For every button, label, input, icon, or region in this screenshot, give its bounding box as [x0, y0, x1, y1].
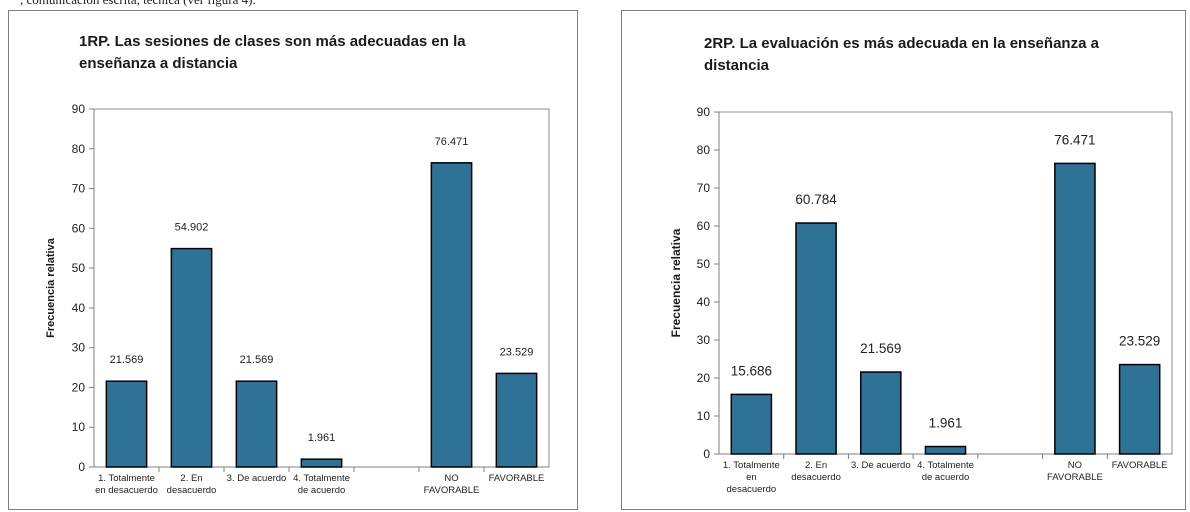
- data-label: 21.569: [110, 354, 144, 366]
- x-category-label: 3. De acuerdo: [851, 460, 911, 471]
- data-label: 1.961: [929, 416, 963, 431]
- data-label: 76.471: [435, 136, 469, 148]
- y-tick-label: 90: [72, 102, 86, 116]
- x-category-label: NO: [1068, 460, 1082, 471]
- x-category-label: de acuerdo: [298, 485, 346, 496]
- bar: [859, 371, 902, 455]
- y-tick-label: 40: [72, 301, 86, 315]
- data-label: 76.471: [1054, 132, 1095, 147]
- y-tick-label: 90: [697, 105, 711, 119]
- x-category-label: NO: [444, 473, 458, 484]
- bar: [235, 380, 278, 468]
- bar: [430, 162, 473, 468]
- y-tick-label: 60: [72, 221, 86, 235]
- y-tick-label: 70: [697, 181, 711, 195]
- x-category-label: en desacuerdo: [95, 485, 158, 496]
- y-tick-label: 0: [703, 447, 710, 461]
- x-category-label: FAVORABLE: [1047, 472, 1103, 483]
- chart-title-line: 1RP. Las sesiones de clases son más adec…: [79, 33, 466, 50]
- x-category-label: 1. Totalmente: [98, 473, 155, 484]
- x-category-label: en: [746, 472, 757, 483]
- y-axis-title: Frecuencia relativa: [669, 228, 683, 337]
- data-label: 21.569: [860, 341, 901, 356]
- y-tick-label: 80: [697, 143, 711, 157]
- chart-panel-1rp: 1RP. Las sesiones de clases son más adec…: [8, 10, 578, 510]
- bar: [105, 380, 148, 468]
- y-tick-label: 50: [697, 257, 711, 271]
- x-category-label: 1. Totalmente: [723, 460, 780, 471]
- bar-chart-1rp: 1RP. Las sesiones de clases son más adec…: [45, 33, 550, 496]
- y-tick-label: 20: [72, 380, 86, 394]
- y-tick-label: 20: [697, 371, 711, 385]
- x-category-label: desacuerdo: [167, 485, 217, 496]
- bar: [300, 458, 343, 468]
- plot-area-border: [718, 111, 1173, 455]
- bar: [730, 393, 773, 455]
- y-axis-title: Frecuencia relativa: [45, 237, 57, 338]
- bar: [924, 445, 967, 455]
- chart-panel-2rp: 2RP. La evaluación es más adecuada en la…: [621, 10, 1186, 510]
- x-category-label: FAVORABLE: [1112, 460, 1168, 471]
- data-label: 23.529: [500, 346, 534, 358]
- chart-title-line: 2RP. La evaluación es más adecuada en la…: [704, 35, 1100, 52]
- x-category-label: 4. Totalmente: [293, 473, 350, 484]
- data-label: 54.902: [175, 222, 209, 234]
- y-tick-label: 30: [72, 341, 86, 355]
- x-category-label: 4. Totalmente: [917, 460, 974, 471]
- x-category-label: 2. En: [805, 460, 827, 471]
- x-category-label: desacuerdo: [727, 484, 777, 495]
- top-text-fragment: , comunicación escrita, técnica (ver fig…: [20, 0, 256, 8]
- plot-area-border: [93, 108, 550, 468]
- bar: [170, 247, 213, 468]
- y-tick-label: 50: [72, 261, 86, 275]
- x-category-label: 3. De acuerdo: [227, 473, 287, 484]
- bar: [1054, 162, 1096, 455]
- y-tick-label: 40: [697, 295, 711, 309]
- x-category-label: FAVORABLE: [424, 485, 480, 496]
- x-category-label: de acuerdo: [922, 472, 970, 483]
- x-category-label: desacuerdo: [791, 472, 841, 483]
- data-label: 15.686: [731, 363, 772, 378]
- y-tick-label: 60: [697, 219, 711, 233]
- y-tick-label: 80: [72, 142, 86, 156]
- bar-chart-2rp: 2RP. La evaluación es más adecuada en la…: [669, 35, 1173, 495]
- chart-title-line: distancia: [704, 57, 770, 74]
- data-label: 21.569: [240, 354, 274, 366]
- y-tick-label: 30: [697, 333, 711, 347]
- x-category-label: FAVORABLE: [489, 473, 545, 484]
- data-label: 1.961: [308, 432, 336, 444]
- data-label: 60.784: [795, 192, 837, 207]
- bar: [795, 222, 837, 455]
- data-label: 23.529: [1119, 334, 1160, 349]
- y-tick-label: 70: [72, 182, 86, 196]
- chart-title-line: enseñanza a distancia: [79, 55, 238, 72]
- y-tick-label: 10: [697, 409, 711, 423]
- x-category-label: 2. En: [180, 473, 202, 484]
- y-tick-label: 0: [78, 460, 85, 474]
- y-tick-label: 10: [72, 420, 86, 434]
- bar: [495, 372, 538, 468]
- bar: [1118, 363, 1161, 455]
